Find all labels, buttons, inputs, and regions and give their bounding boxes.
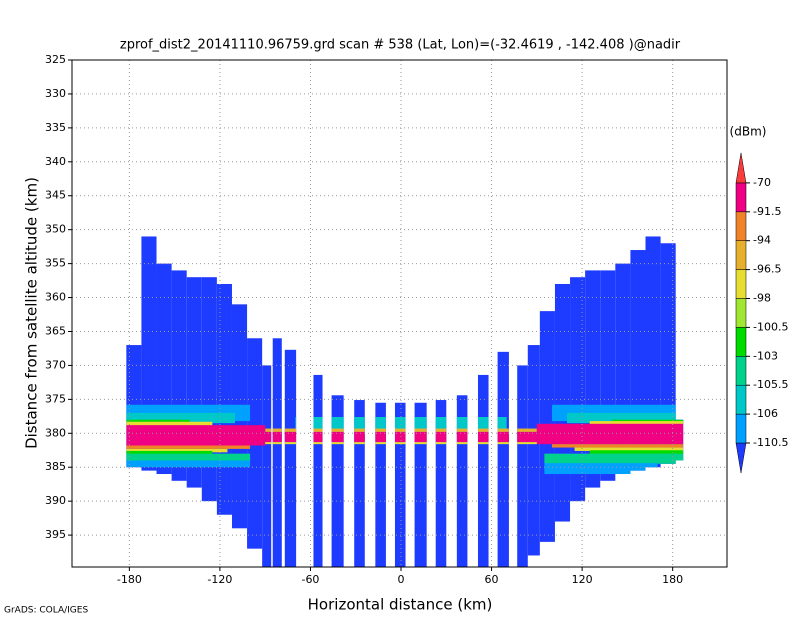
colorbar-segment (735, 327, 747, 357)
echo-column (497, 351, 509, 567)
band-cell (126, 421, 213, 426)
x-tick-label: -180 (117, 573, 142, 586)
band-cell (265, 431, 537, 443)
colorbar-segment (735, 356, 747, 386)
y-tick-label: 380 (45, 426, 66, 439)
y-tick-label: 325 (45, 53, 66, 66)
colorbar-label: -94 (753, 234, 771, 247)
y-tick-label: 355 (45, 257, 66, 270)
band-cell (126, 425, 266, 446)
x-tick-label: -60 (301, 573, 319, 586)
x-tick-label: 180 (662, 573, 683, 586)
colorbar-segment (735, 384, 747, 415)
colorbar-label: -100.5 (753, 320, 788, 333)
y-tick-label: 390 (45, 494, 66, 507)
colorbar-label: -98 (753, 292, 771, 305)
band-cell (536, 423, 684, 445)
band-cell (589, 421, 684, 426)
colorbar-segment (735, 240, 747, 270)
echo-column (456, 395, 468, 567)
band-cell (126, 412, 235, 424)
colorbar-segment (735, 211, 747, 241)
band-cell (126, 445, 251, 449)
colorbar-label: -105.5 (753, 378, 788, 391)
band-cell (544, 453, 684, 464)
band-cell (574, 447, 684, 451)
x-tick-label: 120 (572, 573, 593, 586)
colorbar-label: -91.5 (753, 205, 781, 218)
echo-column (517, 365, 528, 567)
band-cell (589, 450, 684, 455)
echo-column (354, 400, 365, 567)
colorbar-segment (735, 182, 747, 213)
y-tick-label: 360 (45, 291, 66, 304)
band-cell (544, 463, 658, 475)
colorbar-label: -96.5 (753, 263, 781, 276)
band-cell (265, 428, 537, 432)
echo-column (527, 345, 540, 556)
echo-column (284, 349, 297, 567)
y-tick-label: 375 (45, 392, 66, 405)
echo-column (313, 374, 323, 567)
y-tick-label: 370 (45, 358, 66, 371)
colorbar-segment (735, 152, 747, 184)
y-tick-label: 395 (45, 528, 66, 541)
footer: GrADS: COLA/IGES (4, 606, 88, 616)
colorbar-label: -106 (753, 407, 778, 420)
y-tick-label: 330 (45, 87, 66, 100)
echo-column (394, 402, 406, 567)
colorbar-unit: (dBm) (730, 125, 767, 139)
y-tick-label: 350 (45, 223, 66, 236)
band-cell (265, 442, 537, 445)
echo-column (262, 365, 272, 567)
colorbar-label: -110.5 (753, 436, 788, 449)
echo-column (554, 283, 571, 522)
x-axis-label: Horizontal distance (km) (308, 596, 493, 614)
echo-column (375, 402, 386, 567)
grid (68, 59, 727, 571)
y-tick-label: 340 (45, 155, 66, 168)
colorbar-label: -70 (753, 176, 771, 189)
x-tick-label: 60 (485, 573, 499, 586)
echo-column (477, 374, 489, 567)
chart-title: zprof_dist2_20141110.96759.grd scan # 53… (120, 38, 681, 53)
y-axis-label: Distance from satellite altitude (km) (23, 177, 41, 449)
band-cell (126, 450, 213, 456)
band-cell (551, 444, 684, 448)
y-tick-label: 335 (45, 121, 66, 134)
colorbar-segment (735, 413, 747, 444)
colorbar-label: -103 (753, 349, 778, 362)
y-tick-label: 345 (45, 189, 66, 202)
band-cell (126, 448, 228, 453)
y-tick-label: 385 (45, 460, 66, 473)
x-tick-label: 0 (398, 573, 405, 586)
echo-column (272, 338, 282, 567)
band-cell (126, 460, 251, 468)
x-tick-label: -120 (207, 573, 232, 586)
band-cell (567, 412, 684, 424)
y-tick-label: 365 (45, 324, 66, 337)
echo-column (435, 400, 447, 567)
colorbar-segment (735, 298, 747, 328)
colorbar-segment (735, 269, 747, 299)
plot-frame (71, 59, 728, 568)
band-cell (126, 453, 251, 462)
surface-band (126, 404, 684, 475)
